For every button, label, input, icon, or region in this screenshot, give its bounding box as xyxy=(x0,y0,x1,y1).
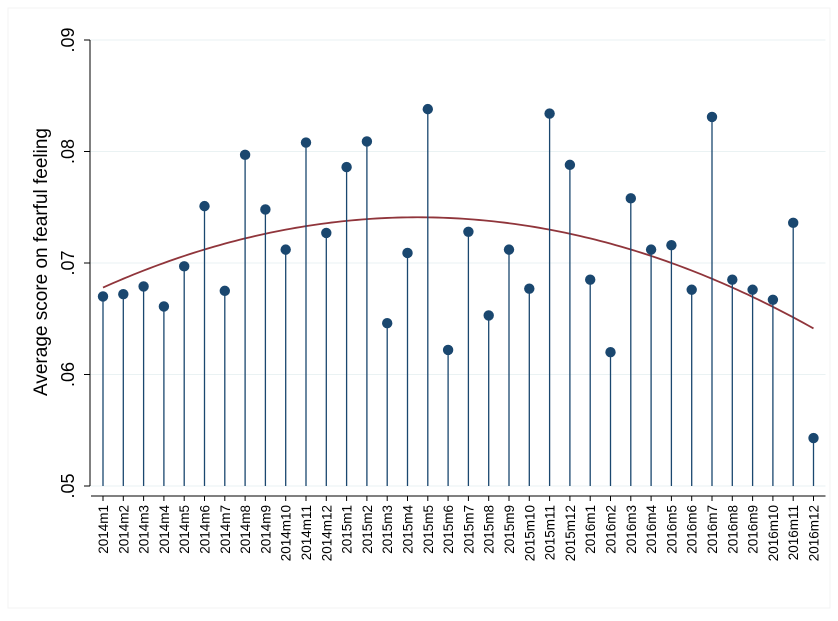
x-tick-label: 2015m10 xyxy=(522,505,537,561)
x-tick-label: 2015m2 xyxy=(360,505,375,554)
point-2014m4 xyxy=(158,301,170,312)
axes: .05 .06 .07 .08 .09 2014m1 2014m2 2014m3 2014m4 2… xyxy=(58,27,826,561)
point-2015m10 xyxy=(524,283,535,294)
point-2016m8 xyxy=(727,274,738,285)
point-2014m8 xyxy=(239,149,251,161)
x-tick-label: 2016m11 xyxy=(786,505,801,560)
chart-background xyxy=(7,7,831,609)
point-2016m3 xyxy=(625,193,636,204)
x-tick-label: 2015m1 xyxy=(340,505,355,554)
x-tick-label: 2015m7 xyxy=(461,505,476,554)
x-tick-label: 2015m6 xyxy=(441,505,456,554)
point-2014m12 xyxy=(321,227,332,239)
point-2015m7 xyxy=(463,226,474,237)
y-tick-label: .07 xyxy=(58,250,78,275)
point-2015m2 xyxy=(361,136,373,147)
point-2016m6 xyxy=(686,284,697,295)
point-2015m6 xyxy=(442,344,454,356)
point-2016m10 xyxy=(767,294,779,305)
point-2014m11 xyxy=(300,137,312,148)
point-2014m3 xyxy=(138,281,149,292)
x-tick-label: 2014m3 xyxy=(137,505,152,554)
point-2014m10 xyxy=(280,244,291,255)
point-2014m1 xyxy=(97,291,109,302)
x-tick-label: 2014m8 xyxy=(238,505,253,554)
x-tick-label: 2016m1 xyxy=(583,505,598,554)
x-tick-label: 2014m1 xyxy=(96,505,111,554)
x-tick-label: 2014m6 xyxy=(198,505,213,554)
point-2014m6 xyxy=(199,200,210,212)
fit-curve-layer xyxy=(102,216,814,330)
point-2015m11 xyxy=(544,108,555,119)
y-tick-label: .06 xyxy=(58,362,78,387)
x-tick-label: 2015m5 xyxy=(421,505,436,554)
point-2015m3 xyxy=(382,318,393,329)
x-tick-label: 2015m8 xyxy=(482,505,497,554)
markers-layer xyxy=(97,103,819,444)
x-tick-label: 2015m11 xyxy=(543,505,558,560)
y-tick-label: .09 xyxy=(58,27,78,52)
x-tick-label: 2016m10 xyxy=(766,505,781,561)
x-tick-label: 2015m4 xyxy=(401,505,416,554)
point-2016m7 xyxy=(706,111,718,123)
point-2016m1 xyxy=(585,274,596,285)
point-2014m2 xyxy=(118,289,129,300)
point-2014m5 xyxy=(179,261,190,272)
point-2016m5 xyxy=(666,239,677,251)
x-tick-label: 2014m5 xyxy=(177,505,192,554)
point-2016m2 xyxy=(605,347,616,358)
x-tick-label: 2016m12 xyxy=(807,505,822,561)
x-tick-label: 2016m5 xyxy=(664,505,679,554)
x-tick-label: 2014m2 xyxy=(116,505,131,554)
x-tick-label: 2015m9 xyxy=(502,505,517,554)
quadratic-fit-line xyxy=(102,216,814,330)
x-tick-label: 2016m9 xyxy=(746,505,761,554)
point-2015m12 xyxy=(564,159,576,171)
x-tick-label: 2014m9 xyxy=(258,505,273,554)
x-tick-label: 2016m3 xyxy=(624,505,639,554)
x-tick-label: 2014m12 xyxy=(319,505,334,561)
y-axis-label: Average score on fearful feeling xyxy=(31,128,52,396)
x-tick-label: 2015m12 xyxy=(563,505,578,561)
x-tick-label: 2016m4 xyxy=(644,505,659,554)
point-2015m9 xyxy=(503,244,515,255)
x-tick-label: 2014m10 xyxy=(279,505,294,561)
y-tick-label: .05 xyxy=(58,473,78,498)
x-tick-label: 2014m7 xyxy=(218,505,233,554)
point-2016m9 xyxy=(747,284,758,295)
point-2015m5 xyxy=(422,103,433,115)
point-2016m11 xyxy=(788,217,799,229)
stems-layer xyxy=(102,109,815,486)
point-2016m12 xyxy=(808,432,819,444)
point-2015m8 xyxy=(483,310,494,321)
x-tick-label: 2016m7 xyxy=(705,505,720,554)
point-2014m7 xyxy=(219,285,230,297)
x-tick-label: 2016m2 xyxy=(604,505,619,554)
x-tick-label: 2014m11 xyxy=(299,505,314,560)
x-tick-label: 2016m6 xyxy=(685,505,700,554)
x-tick-label: 2014m4 xyxy=(157,505,172,554)
point-2014m9 xyxy=(260,204,271,215)
gridlines xyxy=(90,39,826,487)
point-2015m1 xyxy=(341,161,352,173)
x-tick-label: 2015m3 xyxy=(380,505,395,554)
point-2015m4 xyxy=(402,247,413,259)
y-tick-label: .08 xyxy=(58,139,78,164)
point-2016m4 xyxy=(645,244,657,255)
x-tick-label: 2016m8 xyxy=(725,505,740,554)
